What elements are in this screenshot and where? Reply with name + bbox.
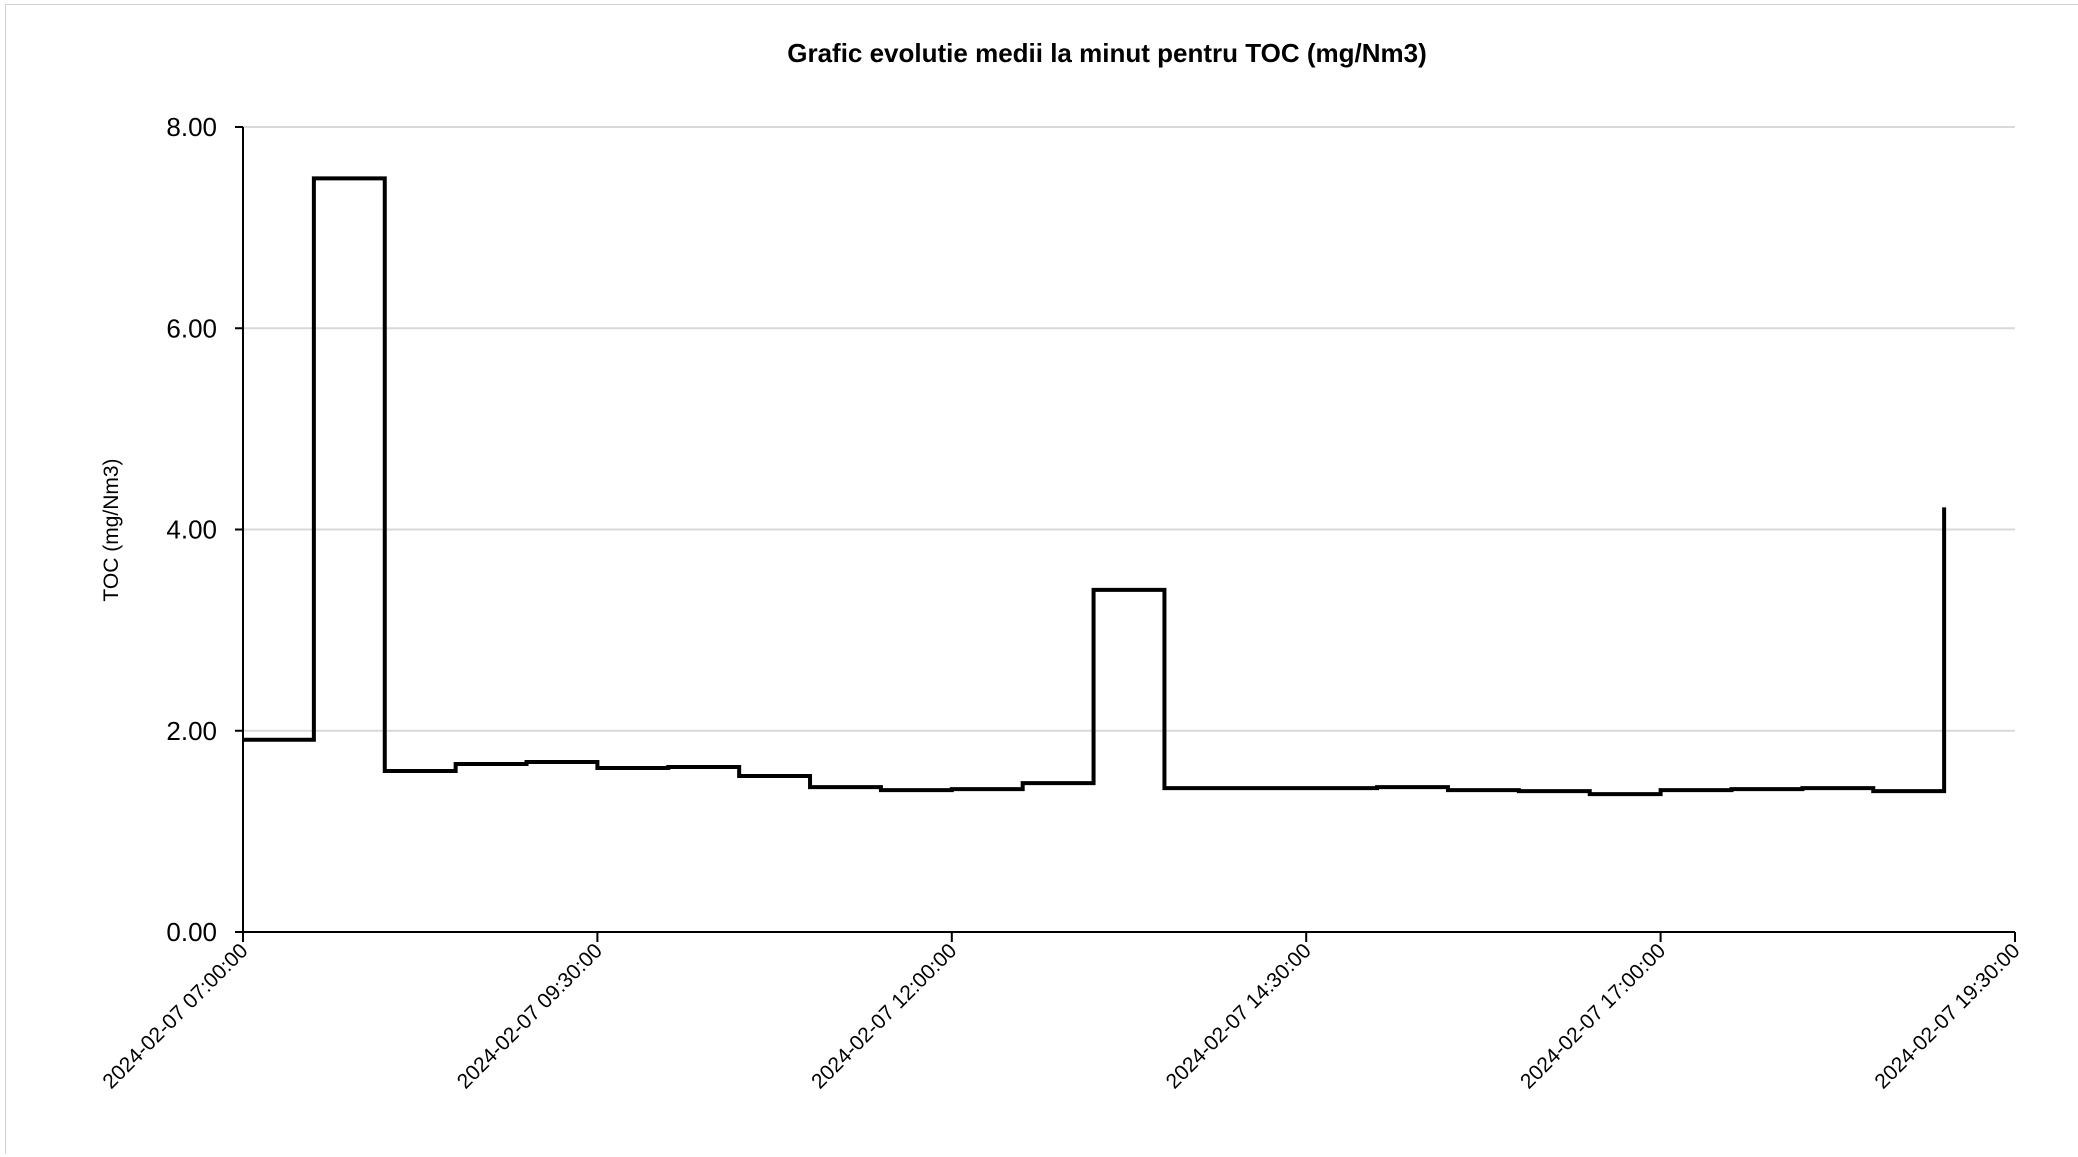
gridlines bbox=[243, 126, 2015, 732]
x-tick-label: 2024-02-07 09:30:00 bbox=[453, 939, 607, 1093]
y-tick-label: 0.00 bbox=[166, 917, 217, 947]
y-tick-label: 8.00 bbox=[166, 112, 217, 142]
series-layer bbox=[243, 176, 1947, 797]
y-tick-label: 2.00 bbox=[166, 716, 217, 746]
y-axis-label: TOC (mg/Nm3) bbox=[100, 458, 123, 601]
x-tick-label: 2024-02-07 12:00:00 bbox=[807, 939, 961, 1093]
x-tick-label: 2024-02-07 14:30:00 bbox=[1162, 939, 1316, 1093]
axes: 0.00 2.00 4.00 6.00 8.00 2024-02-07 07:00:00 2… bbox=[98, 112, 2024, 1093]
chart-frame bbox=[5, 4, 2078, 1154]
series-line bbox=[243, 176, 1947, 797]
x-tick-label: 2024-02-07 17:00:00 bbox=[1516, 939, 1670, 1093]
y-tick-label: 6.00 bbox=[166, 313, 217, 343]
chart-title: Grafic evolutie medii la minut pentru TO… bbox=[787, 38, 1427, 68]
y-tick-label: 4.00 bbox=[166, 515, 217, 545]
x-tick-label: 2024-02-07 07:00:00 bbox=[98, 939, 252, 1093]
x-tick-label: 2024-02-07 19:30:00 bbox=[1870, 939, 2024, 1093]
